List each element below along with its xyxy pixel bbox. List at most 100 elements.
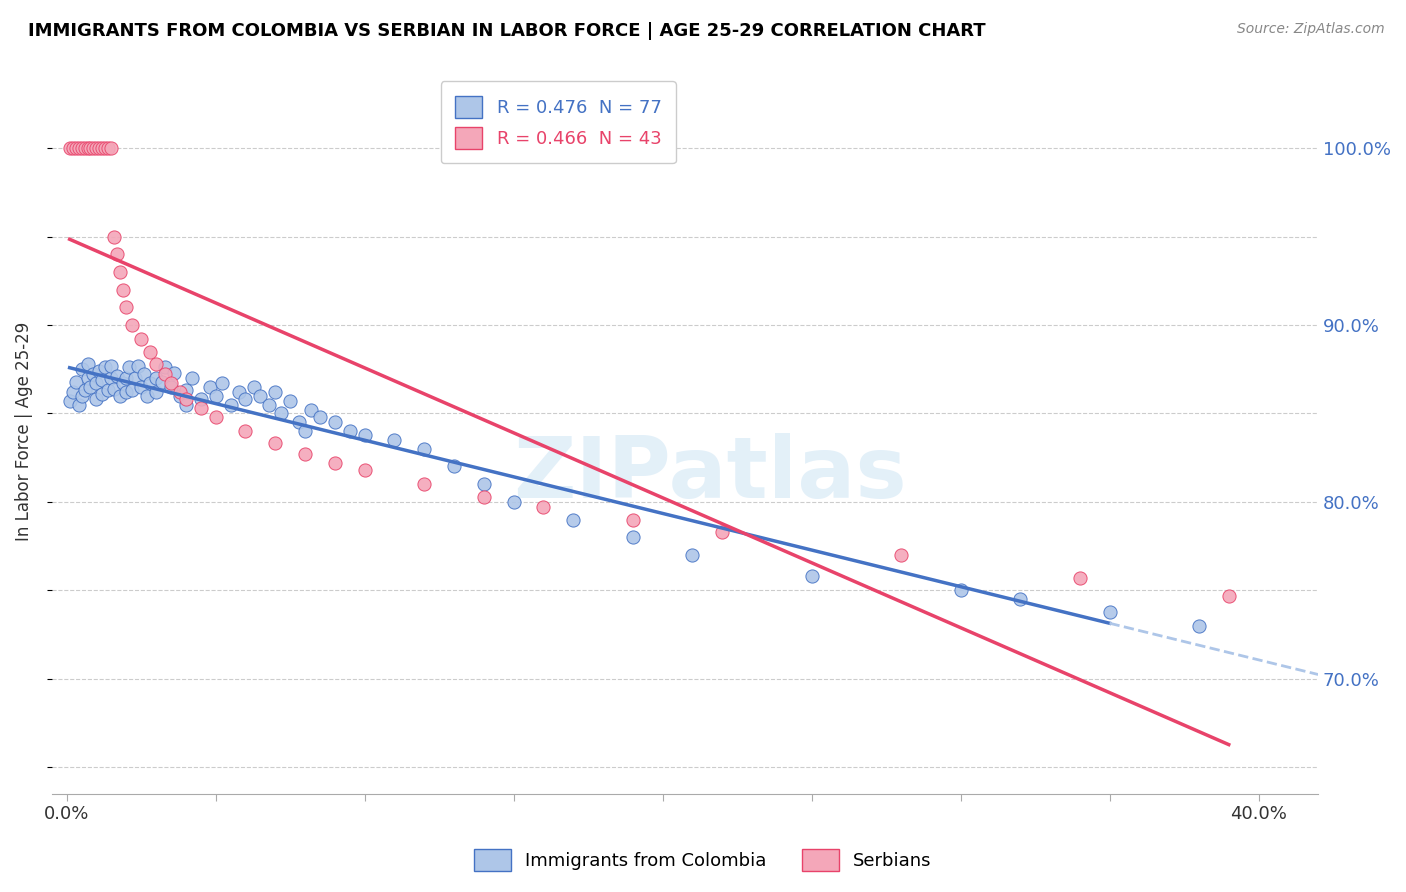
Point [121,318,143,332]
Point [82,141,104,155]
Text: Source: ZipAtlas.com: Source: ZipAtlas.com [1237,22,1385,37]
Point [89,364,111,378]
Point [103,382,125,396]
Point [105,247,128,261]
Point [259,398,281,412]
Point [681,548,703,562]
Point [264,385,287,400]
Point [153,368,176,382]
Point [621,512,644,526]
Legend: Immigrants from Colombia, Serbians: Immigrants from Colombia, Serbians [467,842,939,879]
Point [86,141,108,155]
Legend: R = 0.476  N = 77, R = 0.466  N = 43: R = 0.476 N = 77, R = 0.466 N = 43 [440,81,676,163]
Point [150,375,173,389]
Point [76,141,98,155]
Point [110,389,132,403]
Point [621,530,644,544]
Point [288,415,311,429]
Point [115,300,138,314]
Point [278,394,301,409]
Point [103,229,125,244]
Point [89,141,111,155]
Point [91,141,114,155]
Point [112,283,135,297]
Point [82,368,104,382]
Point [86,376,108,391]
Point [413,442,436,456]
Point [353,463,375,477]
Point [62,141,84,155]
Point [502,495,524,509]
Point [243,380,266,394]
Point [1188,618,1211,632]
Text: IMMIGRANTS FROM COLOMBIA VS SERBIAN IN LABOR FORCE | AGE 25-29 CORRELATION CHART: IMMIGRANTS FROM COLOMBIA VS SERBIAN IN L… [28,22,986,40]
Point [115,371,138,385]
Point [180,371,202,385]
Point [62,385,84,400]
Point [79,141,101,155]
Point [294,424,316,438]
Point [73,384,96,398]
Point [1218,589,1240,603]
Point [204,389,226,403]
Point [323,415,346,429]
Point [562,512,585,526]
Point [145,385,167,400]
Point [339,424,361,438]
Point [91,373,114,387]
Point [118,360,141,375]
Point [949,583,972,598]
Point [105,369,128,384]
Point [1098,605,1121,619]
Point [110,265,132,279]
Point [472,477,495,491]
Point [129,380,152,394]
Point [270,406,292,420]
Point [800,569,823,583]
Point [235,424,257,438]
Point [309,409,332,424]
Point [70,362,93,376]
Point [115,385,138,400]
Point [97,141,120,155]
Point [169,385,191,400]
Point [323,456,346,470]
Y-axis label: In Labor Force | Age 25-29: In Labor Force | Age 25-29 [15,321,32,541]
Point [711,524,734,539]
Point [472,490,495,504]
Point [531,500,554,515]
Point [890,548,912,562]
Point [384,433,406,447]
Point [76,357,98,371]
Point [264,436,287,450]
Point [73,141,96,155]
Point [443,459,465,474]
Point [59,141,82,155]
Point [228,385,250,400]
Point [174,392,197,407]
Point [1010,592,1032,607]
Point [294,447,316,461]
Point [174,384,197,398]
Point [139,376,162,391]
Point [190,401,212,416]
Point [134,368,156,382]
Point [190,392,212,407]
Point [145,371,167,385]
Point [169,389,191,403]
Point [153,360,176,375]
Point [235,392,257,407]
Point [94,141,117,155]
Point [124,371,146,385]
Point [204,409,226,424]
Text: ZIPatlas: ZIPatlas [513,434,907,516]
Point [1069,571,1091,585]
Point [145,357,167,371]
Point [112,376,135,391]
Point [86,392,108,407]
Point [100,141,122,155]
Point [94,360,117,375]
Point [160,380,183,394]
Point [211,376,233,391]
Point [65,141,87,155]
